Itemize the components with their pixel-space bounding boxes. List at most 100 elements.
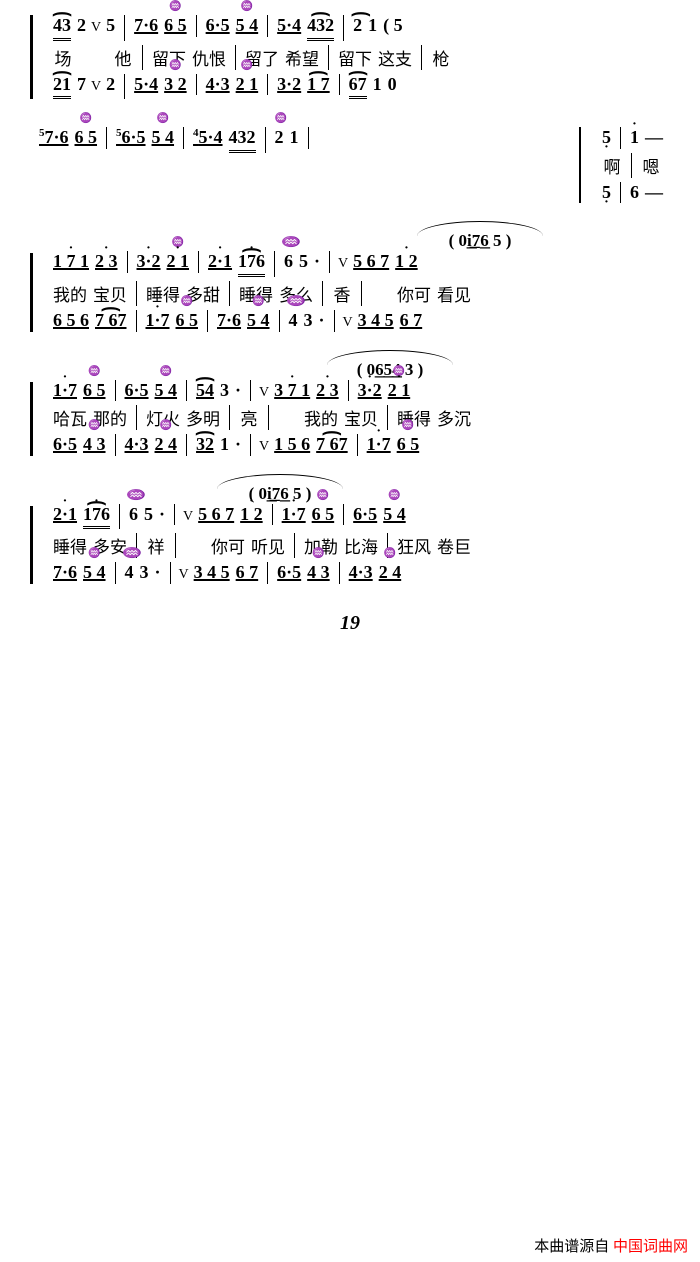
note: 2 4	[155, 434, 178, 456]
note: 6 5	[75, 127, 98, 149]
note: 5·4	[134, 74, 158, 96]
note: ·	[159, 504, 165, 526]
note: 1	[220, 434, 229, 456]
note: 2·1	[208, 251, 232, 273]
lower-voice-row: 217V2 5·43 2 4·32 1 3·21 7 6710	[44, 74, 670, 100]
breath-mark: V	[259, 385, 269, 401]
footer-link-text: 中国词曲网	[613, 1239, 688, 1255]
upper-voice-row: 1 7 12 3 3·22 1 2·1176 65· V5 6 71 2	[44, 251, 670, 277]
lyric-spacer	[185, 533, 205, 558]
note: 45·4	[193, 127, 223, 149]
note: 4	[125, 562, 134, 584]
note: 3	[140, 562, 149, 584]
system-bracket	[30, 253, 38, 331]
note: 6 7	[236, 562, 259, 584]
note: 1 7 1	[53, 251, 89, 273]
note: 1 5 6	[274, 434, 310, 456]
note: 3 4 5	[358, 310, 394, 332]
lyric-row: 哈瓦那的 灯火多明 亮 我的宝贝 睡得多沉	[44, 401, 670, 434]
system-bracket	[30, 506, 38, 584]
note: 3·2	[137, 251, 161, 273]
note: 1·7	[146, 310, 170, 332]
lyric: 他	[113, 45, 133, 70]
note: 6 5	[312, 504, 335, 526]
system-3: ( 0͟i͟7͟6 5 ) 1 7 12 3 3·22 1 2·1176 65·…	[30, 231, 670, 331]
note: 5 4	[383, 504, 406, 526]
note: 5	[299, 251, 308, 273]
lyric: 嗯	[641, 153, 661, 178]
breath-mark: V	[91, 79, 101, 95]
note: ·	[314, 251, 320, 273]
lower-voice-row: 7·65 4 43· V3 4 56 7 6·54 3 4·32 4	[44, 562, 670, 584]
note: ( 5	[383, 15, 403, 37]
note: 1 2	[395, 251, 418, 273]
lyric: 香	[332, 281, 352, 306]
note: 5 4	[236, 15, 259, 37]
lyric: 狂风	[397, 533, 431, 558]
upper-voice-row: 2·1176 65· V5 6 71 2 1·76 5 6·55 4	[44, 504, 670, 530]
system-4: ( 0͟6͟5͟4 3 ) 1·76 5 6·55 4 543· V3 7 12…	[30, 360, 670, 456]
lyric-row: 我的宝贝 睡得多甜 睡得多么 香 你可看见	[44, 277, 670, 310]
note: 3	[304, 310, 313, 332]
lyric: 我的	[53, 281, 87, 306]
lower-voice-row: 6·54 3 4·32 4 321· V1 5 67 67 1·76 5	[44, 434, 670, 456]
system-5: ( 0͟i͟7͟6 5 ) 2·1176 65· V5 6 71 2 1·76 …	[30, 484, 670, 584]
note: 43	[53, 15, 71, 41]
note: 2 1	[167, 251, 190, 273]
lyric: 哈瓦	[53, 405, 87, 430]
note: 1	[373, 74, 382, 96]
note: 1 2	[240, 504, 263, 526]
breath-mark: V	[179, 567, 189, 583]
note: 1 7	[307, 74, 330, 96]
note: 4 3	[307, 562, 330, 584]
note: 6 5 6	[53, 310, 89, 332]
note: 6	[284, 251, 293, 273]
note: 3·2	[277, 74, 301, 96]
note: 7 67	[95, 310, 127, 332]
note: 1·7	[367, 434, 391, 456]
note: 3 2	[164, 74, 187, 96]
note: 2	[106, 74, 115, 96]
note: 32	[196, 434, 214, 456]
note: 5·4	[277, 15, 301, 37]
lyric: 你可	[211, 533, 245, 558]
note: 7·6	[217, 310, 241, 332]
note: 6	[129, 504, 138, 526]
note: 6 5	[176, 310, 199, 332]
lyric: 睡得	[53, 533, 87, 558]
cue-notes: ( 0͟i͟7͟6 5 )	[410, 231, 550, 251]
note: 6	[630, 182, 639, 204]
note: 176	[238, 251, 265, 277]
note: 7 67	[316, 434, 348, 456]
note: 5 6 7	[198, 504, 234, 526]
lyric: 多沉	[437, 405, 471, 430]
note: 6·5	[53, 434, 77, 456]
lyric: 这支	[378, 45, 412, 70]
small-bracket	[579, 127, 585, 203]
lyric: 比海	[344, 533, 378, 558]
note: 54	[196, 380, 214, 402]
note: 2	[77, 15, 86, 37]
lyric: 亮	[239, 405, 259, 430]
lyric: 你可	[397, 281, 431, 306]
note: ·	[235, 380, 241, 402]
note: 2·1	[53, 504, 77, 526]
breath-mark: V	[338, 256, 348, 272]
note: 57·6	[39, 127, 69, 149]
note: 5 4	[247, 310, 270, 332]
note-dash: —	[645, 127, 661, 149]
note: 4·3	[349, 562, 373, 584]
lyric: 枪	[431, 45, 451, 70]
system-bracket	[30, 382, 38, 456]
note: 1	[630, 127, 639, 149]
note: 1	[368, 15, 377, 37]
note: ·	[235, 434, 241, 456]
note-dash: —	[645, 182, 661, 204]
note: 5	[602, 182, 611, 204]
note: 2	[353, 15, 362, 37]
note: 56·5	[116, 127, 146, 149]
lower-voice-row: 6 5 67 67 1·76 5 7·65 4 43· V3 4 56 7	[44, 310, 670, 332]
breath-mark: V	[343, 315, 353, 331]
note: 7·6	[53, 562, 77, 584]
note: 2 1	[388, 380, 411, 402]
